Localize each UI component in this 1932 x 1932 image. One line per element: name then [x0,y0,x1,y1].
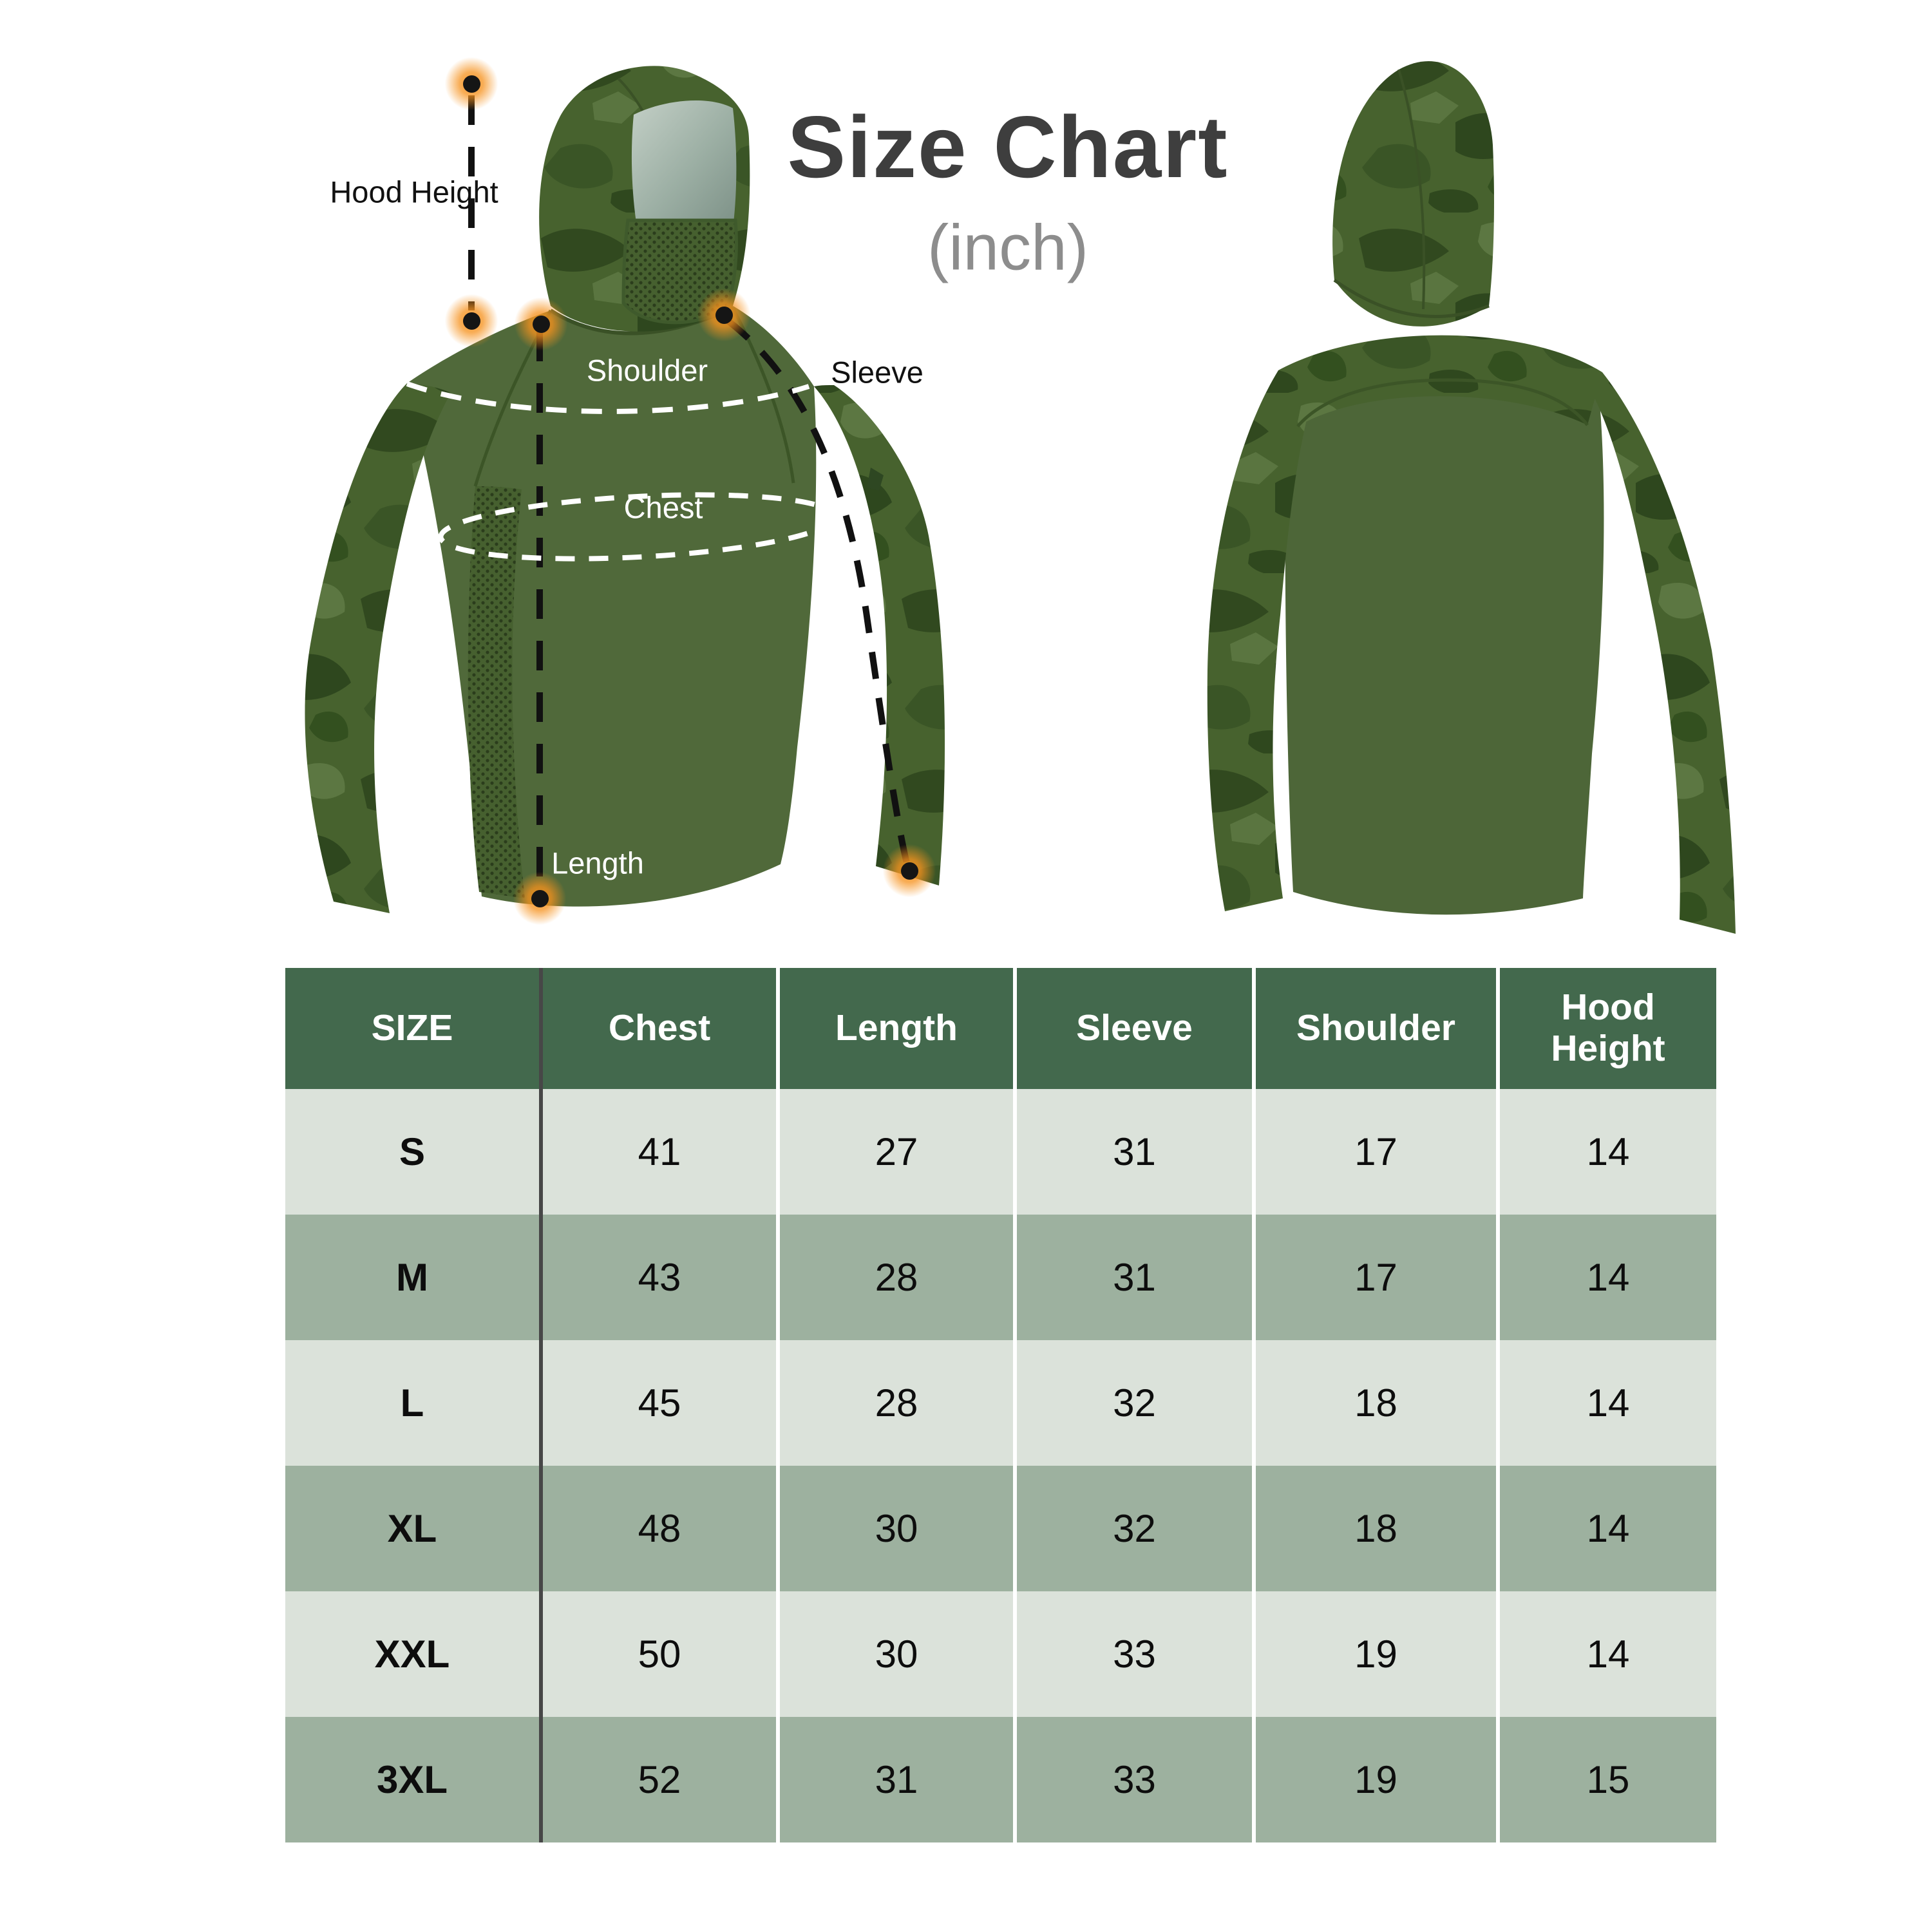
value-cell: 19 [1252,1717,1496,1842]
page-title: Size Chart [787,98,1229,196]
hood-height-label: Hood Height [330,175,498,209]
value-cell: 14 [1496,1215,1716,1340]
value-cell: 17 [1252,1215,1496,1340]
value-cell: 32 [1013,1340,1252,1466]
size-cell: L [285,1340,539,1466]
chest-label: Chest [623,490,703,525]
value-cell: 41 [539,1089,776,1215]
table-row: XXL 50 30 33 19 14 [285,1591,1716,1717]
value-cell: 17 [1252,1089,1496,1215]
value-cell: 30 [776,1591,1013,1717]
back-right-sleeve [1592,372,1736,934]
back-hood-seam [1333,278,1490,318]
back-left-sleeve [1207,370,1319,911]
face-shield [631,100,737,223]
back-hood [1332,61,1494,327]
value-cell: 18 [1252,1466,1496,1591]
column-header: Hood Height [1496,968,1716,1089]
value-cell: 45 [539,1340,776,1466]
front-right-sleeve [814,385,945,886]
table-row: M 43 28 31 17 14 [285,1215,1716,1340]
value-cell: 52 [539,1717,776,1842]
size-cell: S [285,1089,539,1215]
table-row: S 41 27 31 17 14 [285,1089,1716,1215]
shoulder-label: Shoulder [586,353,708,388]
column-header: SIZE [285,968,539,1089]
page-subtitle: (inch) [927,211,1089,284]
back-yoke-seam [1296,378,1589,428]
size-cell: XL [285,1466,539,1591]
back-hood-center-seam [1397,69,1426,310]
measure-point-sleeve-end [882,843,937,898]
value-cell: 27 [776,1089,1013,1215]
measure-point-length-top [513,296,569,352]
size-table-body: S 41 27 31 17 14 M 43 28 31 17 14 L 45 28 32 18 14 XL 48 30 3… [285,1089,1716,1842]
front-torso [407,306,817,907]
value-cell: 14 [1496,1089,1716,1215]
front-mesh-side-panel [468,486,525,898]
column-header: Chest [539,968,776,1089]
value-cell: 19 [1252,1591,1496,1717]
size-cell: M [285,1215,539,1340]
value-cell: 30 [776,1466,1013,1591]
measure-point-hood-top [444,56,499,111]
value-cell: 18 [1252,1340,1496,1466]
value-cell: 31 [1013,1089,1252,1215]
value-cell: 33 [1013,1591,1252,1717]
value-cell: 31 [1013,1215,1252,1340]
value-cell: 15 [1496,1717,1716,1842]
value-cell: 28 [776,1340,1013,1466]
column-header: Sleeve [1013,968,1252,1089]
size-cell: XXL [285,1591,539,1717]
value-cell: 32 [1013,1466,1252,1591]
value-cell: 48 [539,1466,776,1591]
table-row: L 45 28 32 18 14 [285,1340,1716,1466]
hoodie-back-illustration [1207,61,1736,934]
size-column-divider [539,968,543,1842]
size-cell: 3XL [285,1717,539,1842]
sleeve-label: Sleeve [831,355,923,390]
back-torso [1285,344,1604,915]
value-cell: 43 [539,1215,776,1340]
value-cell: 33 [1013,1717,1252,1842]
value-cell: 28 [776,1215,1013,1340]
column-header: Length [776,968,1013,1089]
table-row: XL 48 30 32 18 14 [285,1466,1716,1591]
value-cell: 50 [539,1591,776,1717]
measure-point-length-bottom [512,871,567,926]
size-table-header: SIZE Chest Length Sleeve Shoulder Hood Height [285,968,1716,1089]
measure-point-hood-bottom [444,293,499,348]
front-left-sleeve [305,383,451,913]
value-cell: 14 [1496,1591,1716,1717]
value-cell: 31 [776,1717,1013,1842]
value-cell: 14 [1496,1340,1716,1466]
column-header: Shoulder [1252,968,1496,1089]
length-label: Length [551,846,644,880]
table-row: 3XL 52 31 33 19 15 [285,1717,1716,1842]
measure-point-sleeve-top [696,287,752,343]
value-cell: 14 [1496,1466,1716,1591]
size-table: SIZE Chest Length Sleeve Shoulder Hood Height… [285,968,1716,1842]
